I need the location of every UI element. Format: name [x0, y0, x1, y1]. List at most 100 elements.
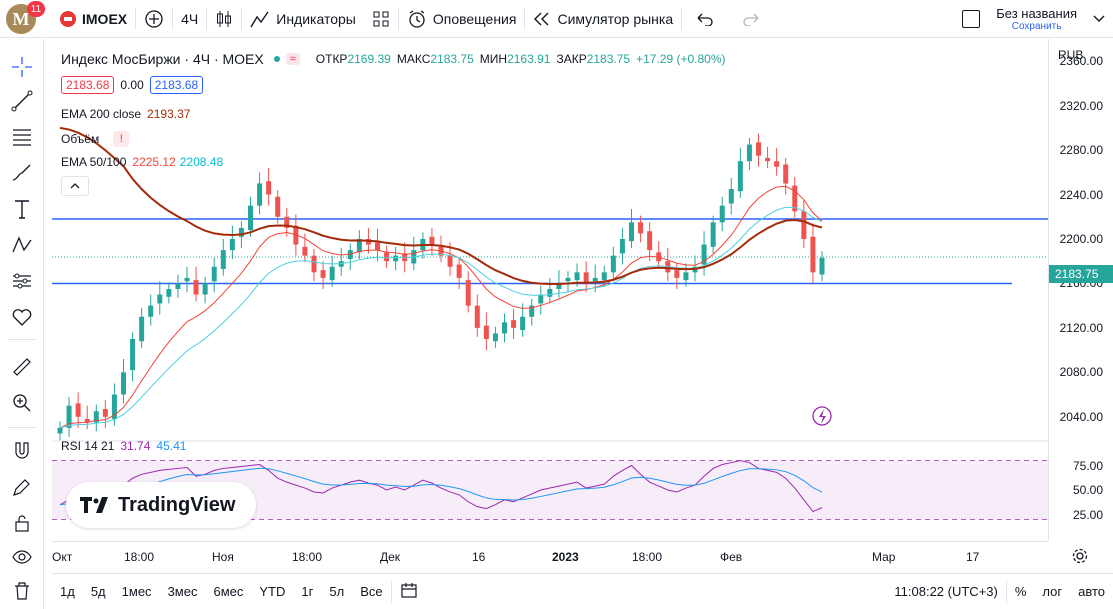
spread-value: 0.00 — [120, 78, 144, 92]
candle-body — [583, 272, 589, 284]
time-tick: 2023 — [552, 550, 579, 564]
layout-checkbox[interactable] — [954, 0, 988, 38]
trendline-icon — [11, 90, 33, 112]
compare-button[interactable] — [136, 0, 172, 38]
legend-rsi[interactable]: RSI 14 21 31.74 45.41 — [61, 439, 186, 453]
candle-body — [375, 242, 380, 251]
save-label: Сохранить — [1011, 20, 1062, 32]
rsi-tick: 50.00 — [1072, 483, 1103, 497]
divider — [172, 7, 174, 30]
zoom-tool[interactable] — [8, 389, 36, 417]
range-button-1[interactable]: 5д — [90, 584, 106, 599]
time-tick: Окт — [52, 550, 73, 564]
range-button-2[interactable]: 1мес — [121, 584, 152, 599]
chart-type-button[interactable] — [207, 0, 241, 38]
settings-button[interactable] — [1071, 547, 1089, 570]
prediction-tool[interactable] — [8, 267, 36, 295]
clock[interactable]: 11:08:22 (UTC+3) — [894, 584, 998, 599]
range-button-0[interactable]: 1д — [60, 584, 75, 599]
buy-button[interactable]: 2183.68 — [149, 76, 204, 94]
rsi-ma-line — [59, 467, 823, 506]
alerts-label: Оповещения — [432, 10, 517, 27]
candle-body — [756, 142, 761, 156]
pattern-tool[interactable] — [8, 231, 36, 259]
layout-name: Без названия — [996, 5, 1077, 21]
range-buttons: 1д 5д 1мес 3мес 6мес YTD 1г 5л Все — [52, 584, 391, 599]
rsi-value: 31.74 — [120, 439, 151, 453]
high-label: МАКС — [396, 52, 431, 66]
candle-body — [284, 216, 290, 228]
remove-drawings-tool[interactable] — [8, 577, 36, 605]
undo-button[interactable] — [682, 0, 728, 38]
sell-button[interactable]: 2183.68 — [61, 76, 115, 94]
range-button-6[interactable]: 1г — [301, 584, 314, 599]
price-chart[interactable] — [52, 39, 1048, 541]
time-tick: 18:00 — [292, 550, 323, 564]
lock-drawings-tool[interactable] — [8, 509, 36, 537]
candle-body — [75, 403, 81, 417]
candle-body — [556, 283, 562, 289]
time-tick: Дек — [380, 550, 401, 564]
favorites-tool[interactable] — [8, 303, 36, 331]
fib-tool[interactable] — [8, 123, 36, 151]
brush-tool[interactable] — [8, 159, 36, 187]
legend-ema200[interactable]: EMA 200 close 2193.37 — [61, 107, 190, 121]
legend-ema50[interactable]: EMA 50/100 2225.12 2208.48 — [61, 155, 223, 169]
range-button-5[interactable]: YTD — [259, 584, 286, 599]
change-value: +17.29 (+0.80%) — [636, 52, 726, 66]
rsi-ma-value: 45.41 — [156, 439, 187, 453]
crosshair-tool[interactable] — [8, 53, 36, 81]
tradingview-watermark[interactable]: TradingView — [66, 482, 256, 528]
candle-body — [402, 253, 408, 262]
time-tick: Мар — [872, 550, 896, 564]
warning-icon[interactable]: ! — [113, 131, 130, 147]
candle-body — [238, 227, 244, 237]
candle-body — [701, 244, 707, 265]
measure-tool[interactable] — [8, 353, 36, 381]
price-scale[interactable]: RUB 2360.00 2320.00 2280.00 2240.00 2200.00 2… — [1048, 39, 1113, 564]
hide-drawings-tool[interactable] — [8, 543, 36, 571]
time-axis[interactable]: Окт 18:00 Ноя 18:00 Дек 16 2023 18:00 Фев Мар 17 — [52, 541, 1048, 573]
rsi-tick: 75.00 — [1072, 458, 1103, 473]
range-button-7[interactable]: 5л — [329, 584, 345, 599]
candle-body — [356, 239, 362, 253]
templates-button[interactable] — [364, 0, 398, 38]
layout-name-button[interactable]: Без названия Сохранить — [988, 0, 1085, 38]
calendar-icon — [400, 583, 417, 598]
go-to-date-button[interactable] — [392, 582, 426, 601]
log-toggle[interactable]: лог — [1042, 584, 1063, 599]
interval-button[interactable]: 4Ч — [173, 0, 206, 38]
percent-toggle[interactable]: % — [1014, 584, 1027, 599]
text-tool[interactable] — [8, 195, 36, 223]
candle-body — [102, 409, 108, 417]
notification-badge: 11 — [27, 1, 45, 17]
range-button-3[interactable]: 3мес — [167, 584, 198, 599]
stay-drawing-tool[interactable] — [8, 473, 36, 501]
symbol-title[interactable]: Индекс МосБиржи · 4Ч · MOEX — [61, 51, 264, 67]
auto-toggle[interactable]: авто — [1078, 584, 1105, 599]
avatar-letter: M — [12, 8, 30, 29]
range-button-4[interactable]: 6мес — [213, 584, 244, 599]
magnet-icon — [15, 442, 29, 459]
candle-body — [111, 394, 117, 419]
top-toolbar: M 11 IMOEX 4Ч Индикаторы Оповещения Симу… — [0, 0, 1113, 38]
layout-menu-button[interactable] — [1085, 0, 1113, 38]
alerts-button[interactable]: Оповещения — [399, 0, 525, 38]
magnet-tool[interactable] — [8, 437, 36, 465]
ema50-value: 2225.12 — [132, 155, 176, 169]
wave-icon: ≈ — [285, 53, 300, 65]
replay-button[interactable]: Симулятор рынка — [525, 0, 681, 38]
indicators-button[interactable]: Индикаторы — [242, 0, 364, 38]
redo-button[interactable] — [728, 0, 774, 38]
trendline-tool[interactable] — [8, 87, 36, 115]
range-button-8[interactable]: Все — [360, 584, 383, 599]
collapse-legend-button[interactable] — [61, 176, 89, 196]
close-value: 2183.75 — [586, 52, 631, 66]
candle-body — [384, 252, 390, 262]
candle-body — [710, 222, 716, 247]
currency-label[interactable]: RUB — [1058, 48, 1084, 62]
symbol-search[interactable]: IMOEX — [52, 0, 135, 38]
candle-body — [166, 289, 172, 297]
legend-volume[interactable]: Объём ! — [61, 131, 130, 147]
time-tick: 18:00 — [632, 550, 663, 564]
